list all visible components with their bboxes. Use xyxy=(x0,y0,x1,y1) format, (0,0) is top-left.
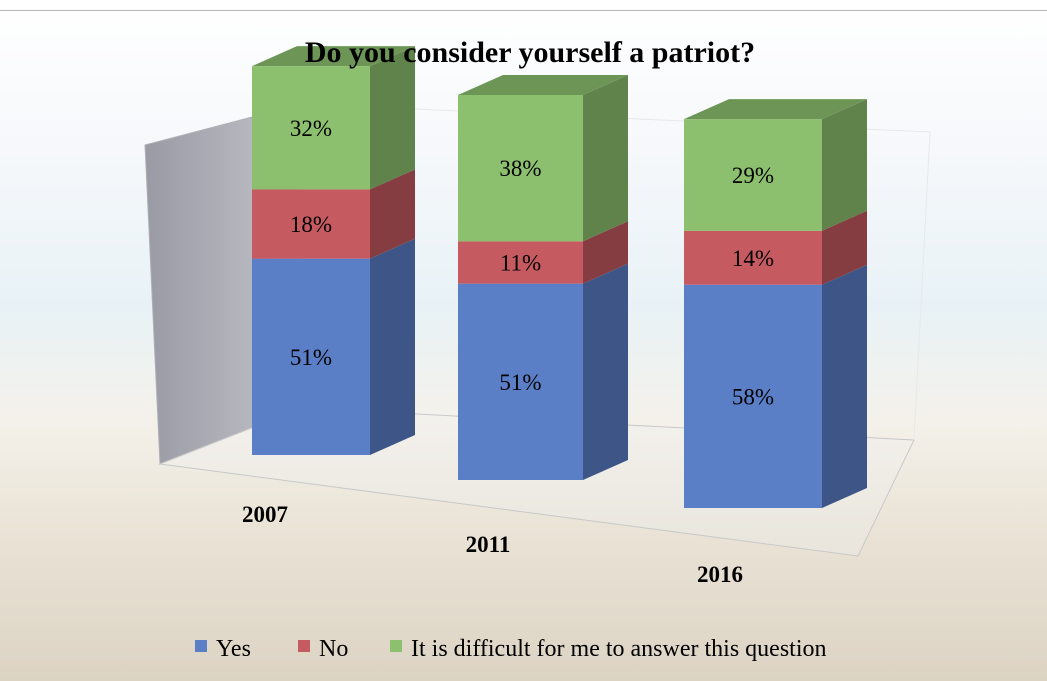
data-label: 29% xyxy=(732,163,774,188)
legend-item-3: It is difficult for me to answer this qu… xyxy=(390,636,827,662)
bar-segment-no-2007 xyxy=(252,189,370,259)
category-label-2011: 2011 xyxy=(466,532,511,557)
bar-segment-it-2011 xyxy=(458,95,583,242)
legend-label: It is difficult for me to answer this qu… xyxy=(411,636,827,662)
legend-label: No xyxy=(319,636,348,662)
bar-side-no-2016 xyxy=(822,210,867,285)
bar-segment-no-2011 xyxy=(458,241,583,284)
bar-side-no-2011 xyxy=(583,221,628,284)
bar-segment-yes-2016 xyxy=(684,284,822,508)
bar-side-yes-2016 xyxy=(822,264,867,508)
legend-swatch xyxy=(298,640,310,652)
bar-side-no-2007 xyxy=(370,169,415,259)
bar-side-it-2011 xyxy=(583,75,628,242)
bar-segment-yes-2007 xyxy=(252,258,370,455)
legend-item-1: Yes xyxy=(195,636,251,662)
bar-2011: 51% 11% 38% xyxy=(458,75,628,480)
bar-segment-it-2016 xyxy=(684,119,822,231)
data-label: 38% xyxy=(499,156,541,181)
category-label-2016: 2016 xyxy=(697,562,743,587)
category-label-2007: 2007 xyxy=(242,502,288,527)
bar-side-yes-2007 xyxy=(370,238,415,455)
bar-top-2007 xyxy=(252,46,415,67)
data-label: 32% xyxy=(290,116,332,141)
bar-side-it-2007 xyxy=(370,46,415,190)
data-label: 11% xyxy=(500,250,541,275)
data-label: 18% xyxy=(290,212,332,237)
bar-top-2016 xyxy=(684,99,867,120)
legend-swatch xyxy=(195,640,207,652)
bar-2016: 58% 14% 29% xyxy=(684,99,867,508)
bar-side-it-2016 xyxy=(822,99,867,231)
data-label: 51% xyxy=(290,345,332,370)
data-label: 58% xyxy=(732,384,774,409)
bar-segment-yes-2011 xyxy=(458,283,583,480)
legend-swatch xyxy=(390,640,402,652)
bar-side-yes-2011 xyxy=(583,263,628,480)
bar-top-2011 xyxy=(458,75,628,95)
legend: Yes No It is difficult for me to answer th… xyxy=(195,636,827,662)
plot-scene: 51% 18% 32% 51% 11% 38% 58% 14% 29% 2007 2011 2016 xyxy=(144,46,931,587)
data-label: 51% xyxy=(499,370,541,395)
legend-label: Yes xyxy=(216,636,251,662)
bar-segment-it-2007 xyxy=(252,66,370,190)
chart-title: Do you consider yourself a patriot? xyxy=(305,36,755,69)
bar-2007: 51% 18% 32% xyxy=(252,46,415,455)
legend-item-2: No xyxy=(298,636,348,662)
data-label: 14% xyxy=(732,246,774,271)
bar-segment-no-2016 xyxy=(684,230,822,285)
